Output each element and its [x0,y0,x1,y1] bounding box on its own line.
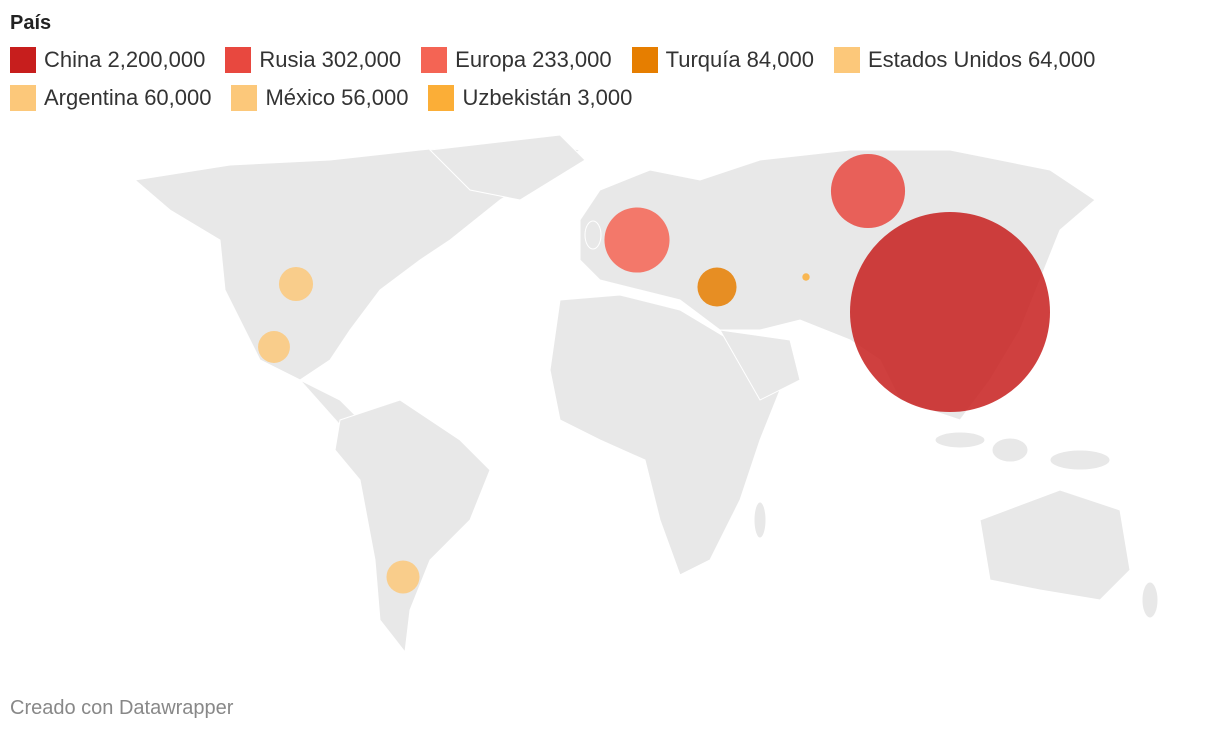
bubbles [258,153,1050,594]
legend-value: 64,000 [1028,47,1096,72]
legend-swatch [10,85,36,111]
legend-name: Estados Unidos [867,47,1023,72]
legend-value: 56,000 [341,85,409,110]
legend-name: México [265,85,336,110]
bubble [802,273,810,281]
legend-value: 60,000 [144,85,212,110]
legend-value: 84,000 [746,47,814,72]
bubble [386,560,420,594]
legend-title: País [10,12,52,34]
bubble [258,331,290,363]
legend-name: Europa [455,47,527,72]
legend-swatch [421,47,448,73]
legend-name: Turquía [665,47,741,72]
legend-name: Uzbekistán [462,85,572,110]
legend: China 2,200,000 Rusia 302,000 Europa 233,000 T… [10,46,1210,112]
legend-item: Europa 233,000 [421,46,612,74]
legend-value: 3,000 [577,85,633,110]
legend-value: 233,000 [532,47,612,72]
bubble [850,212,1050,412]
legend-swatch [428,85,455,111]
legend-swatch [631,47,658,73]
legend-item: China 2,200,000 [10,46,205,74]
legend-swatch [231,85,258,111]
bubble [278,266,314,302]
legend-value: 2,200,000 [107,47,206,72]
credit: Creado con Datawrapper [10,697,234,719]
bubble [697,267,737,307]
bubble [604,207,670,273]
legend-item: Argentina 60,000 [10,84,211,112]
legend-item: Rusia 302,000 [225,46,401,74]
legend-name: Rusia [259,47,316,72]
legend-item: Turquía 84,000 [631,46,814,74]
bubble [830,153,906,229]
legend-swatch [10,47,36,73]
legend-item: México 56,000 [231,84,408,112]
legend-swatch [225,47,252,73]
legend-name: Argentina [44,85,139,110]
legend-name: China [44,47,102,72]
map [133,134,1159,654]
legend-item: Estados Unidos 64,000 [833,46,1096,74]
legend-value: 302,000 [321,47,402,72]
legend-item: Uzbekistán 3,000 [428,84,632,112]
legend-swatch [833,47,860,73]
